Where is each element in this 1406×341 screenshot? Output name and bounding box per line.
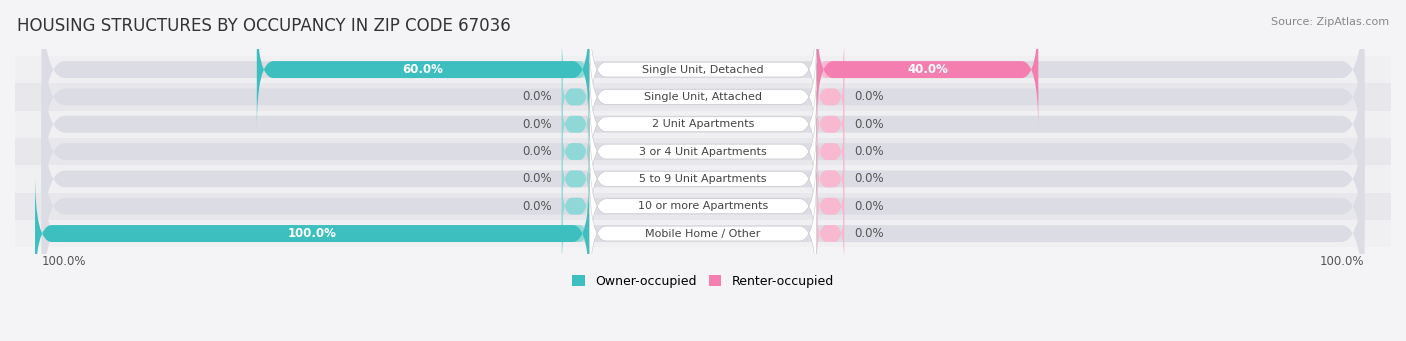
FancyBboxPatch shape xyxy=(817,174,844,239)
Text: Mobile Home / Other: Mobile Home / Other xyxy=(645,228,761,239)
Text: 100.0%: 100.0% xyxy=(1320,255,1364,268)
FancyBboxPatch shape xyxy=(562,92,589,157)
FancyBboxPatch shape xyxy=(42,92,1364,266)
FancyBboxPatch shape xyxy=(817,10,1038,130)
Text: 0.0%: 0.0% xyxy=(855,145,884,158)
Bar xyxy=(15,83,1391,110)
Text: 40.0%: 40.0% xyxy=(907,63,948,76)
Text: 100.0%: 100.0% xyxy=(288,227,336,240)
FancyBboxPatch shape xyxy=(589,9,817,131)
FancyBboxPatch shape xyxy=(42,0,1364,157)
Bar xyxy=(15,138,1391,165)
FancyBboxPatch shape xyxy=(562,174,589,239)
Bar xyxy=(15,56,1391,83)
Text: 3 or 4 Unit Apartments: 3 or 4 Unit Apartments xyxy=(640,147,766,157)
Text: 0.0%: 0.0% xyxy=(855,200,884,213)
Text: 2 Unit Apartments: 2 Unit Apartments xyxy=(652,119,754,129)
Text: 60.0%: 60.0% xyxy=(402,63,443,76)
Text: Single Unit, Detached: Single Unit, Detached xyxy=(643,64,763,75)
Text: 0.0%: 0.0% xyxy=(855,227,884,240)
FancyBboxPatch shape xyxy=(562,64,589,130)
Text: 10 or more Apartments: 10 or more Apartments xyxy=(638,201,768,211)
FancyBboxPatch shape xyxy=(817,92,844,157)
FancyBboxPatch shape xyxy=(42,37,1364,211)
Text: HOUSING STRUCTURES BY OCCUPANCY IN ZIP CODE 67036: HOUSING STRUCTURES BY OCCUPANCY IN ZIP C… xyxy=(17,17,510,35)
Text: 5 to 9 Unit Apartments: 5 to 9 Unit Apartments xyxy=(640,174,766,184)
FancyBboxPatch shape xyxy=(589,145,817,267)
Text: 100.0%: 100.0% xyxy=(42,255,86,268)
Text: 0.0%: 0.0% xyxy=(522,90,551,103)
FancyBboxPatch shape xyxy=(257,10,589,130)
Text: 0.0%: 0.0% xyxy=(522,118,551,131)
FancyBboxPatch shape xyxy=(42,119,1364,293)
FancyBboxPatch shape xyxy=(42,146,1364,321)
FancyBboxPatch shape xyxy=(562,146,589,211)
Text: 0.0%: 0.0% xyxy=(855,90,884,103)
FancyBboxPatch shape xyxy=(42,64,1364,239)
FancyBboxPatch shape xyxy=(817,37,844,102)
FancyBboxPatch shape xyxy=(562,201,589,266)
FancyBboxPatch shape xyxy=(589,63,817,185)
Text: Single Unit, Attached: Single Unit, Attached xyxy=(644,92,762,102)
FancyBboxPatch shape xyxy=(817,146,844,211)
FancyBboxPatch shape xyxy=(817,119,844,184)
FancyBboxPatch shape xyxy=(562,119,589,184)
FancyBboxPatch shape xyxy=(35,174,589,293)
FancyBboxPatch shape xyxy=(589,36,817,158)
Text: 0.0%: 0.0% xyxy=(855,118,884,131)
FancyBboxPatch shape xyxy=(817,64,844,130)
Text: 0.0%: 0.0% xyxy=(855,173,884,186)
FancyBboxPatch shape xyxy=(589,118,817,240)
FancyBboxPatch shape xyxy=(589,173,817,295)
Text: 0.0%: 0.0% xyxy=(522,200,551,213)
Bar xyxy=(15,165,1391,193)
Bar xyxy=(15,220,1391,247)
FancyBboxPatch shape xyxy=(817,201,844,266)
FancyBboxPatch shape xyxy=(562,37,589,102)
FancyBboxPatch shape xyxy=(42,10,1364,184)
Bar xyxy=(15,110,1391,138)
Text: Source: ZipAtlas.com: Source: ZipAtlas.com xyxy=(1271,17,1389,27)
Text: 0.0%: 0.0% xyxy=(522,173,551,186)
Bar xyxy=(15,193,1391,220)
Legend: Owner-occupied, Renter-occupied: Owner-occupied, Renter-occupied xyxy=(568,270,838,293)
FancyBboxPatch shape xyxy=(589,91,817,212)
Text: 0.0%: 0.0% xyxy=(522,145,551,158)
